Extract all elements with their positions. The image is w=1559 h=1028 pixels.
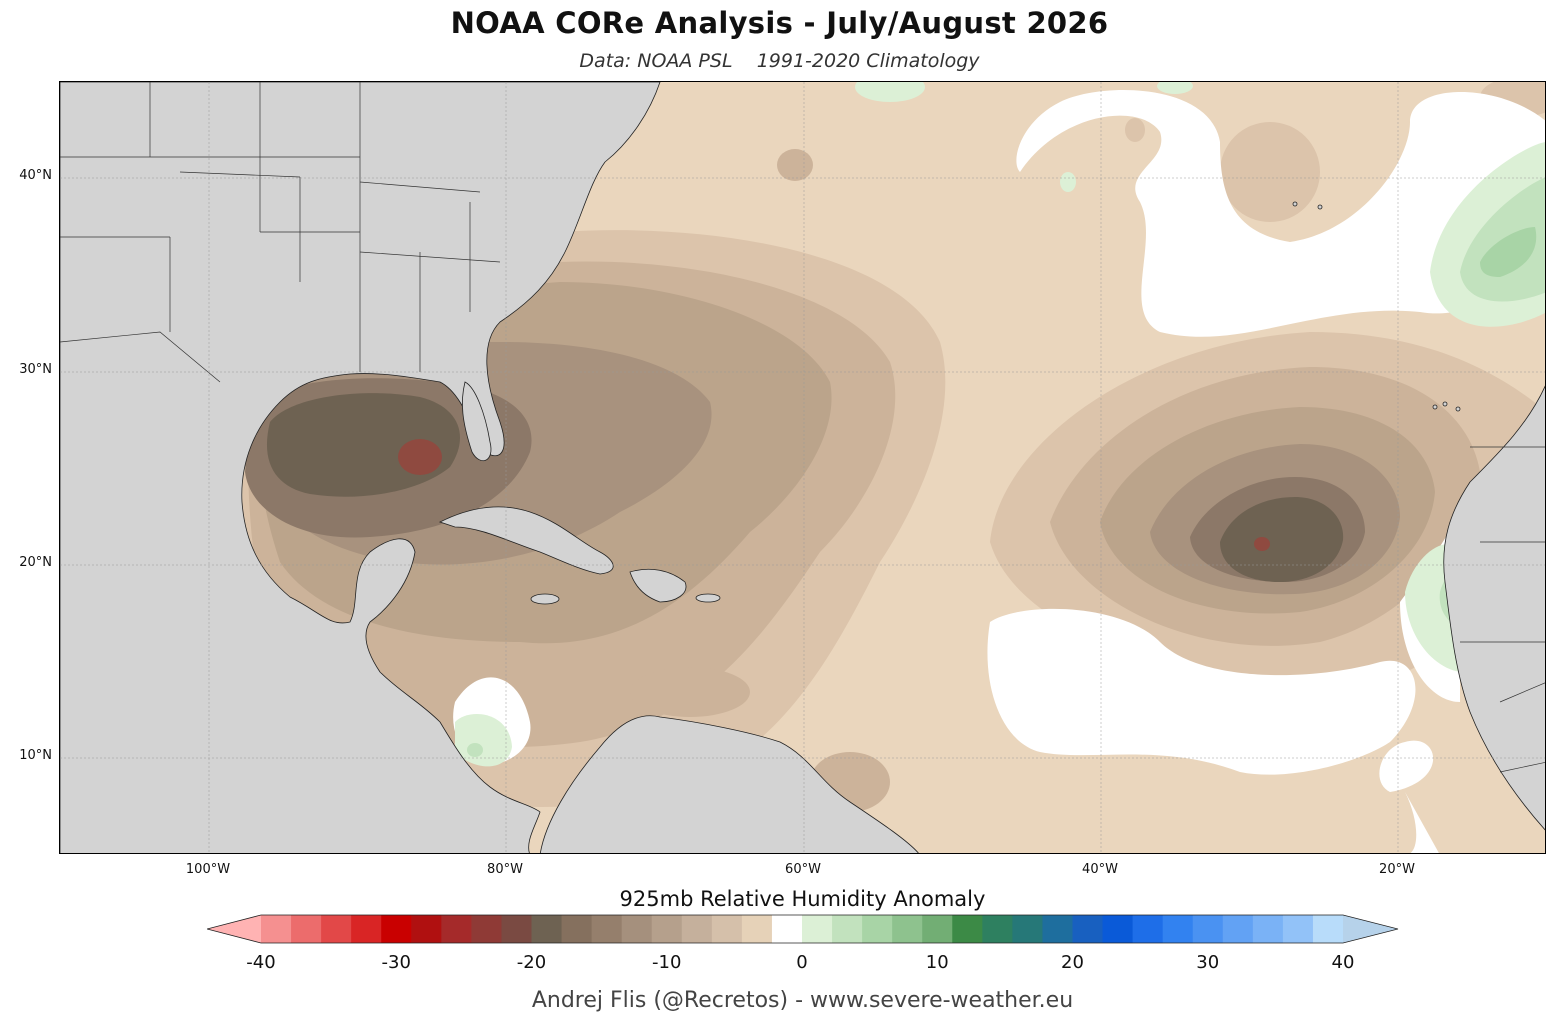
colorbar-swatch xyxy=(1252,915,1284,943)
colorbar-swatch xyxy=(471,915,502,943)
credit-line: Andrej Flis (@Recretos) - www.severe-wea… xyxy=(531,988,1074,1013)
colorbar-swatch xyxy=(681,915,713,943)
colorbar-swatch xyxy=(1072,915,1104,943)
colorbar-tick-label: 10 xyxy=(925,952,949,973)
colorbar-swatch xyxy=(351,915,382,943)
colorbar-swatch xyxy=(711,915,743,943)
colorbar-swatch xyxy=(531,915,563,943)
colorbar-swatch xyxy=(922,915,953,943)
moist-anomaly xyxy=(455,82,1545,767)
colorbar-swatch xyxy=(832,915,863,943)
graticule xyxy=(60,82,1545,853)
colorbar-swatch xyxy=(261,915,292,943)
colorbar-swatch xyxy=(441,915,472,943)
colorbar-swatch xyxy=(982,915,1013,943)
colorbar-swatch xyxy=(1192,915,1224,943)
colorbar-title: 925mb Relative Humidity Anomaly xyxy=(619,887,986,911)
map-canvas xyxy=(60,82,1545,853)
colorbar-swatch xyxy=(411,915,442,943)
colorbar-swatch xyxy=(892,915,923,943)
lat-label-10n: 10°N xyxy=(19,748,52,763)
colorbar-swatch xyxy=(561,915,593,943)
colorbar-swatch xyxy=(291,915,322,943)
lon-label-80w: 80°W xyxy=(487,862,523,877)
colorbar-tick-label: -40 xyxy=(246,952,276,973)
lon-label-60w: 60°W xyxy=(785,862,821,877)
colorbar-tick-label: 40 xyxy=(1331,952,1355,973)
lat-label-20n: 20°N xyxy=(19,555,52,570)
colorbar-swatch xyxy=(1312,915,1344,943)
colorbar-swatch xyxy=(862,915,893,943)
colorbar-swatch xyxy=(1132,915,1164,943)
colorbar xyxy=(207,914,1399,944)
colorbar-swatch xyxy=(501,915,532,943)
lat-label-40n: 40°N xyxy=(19,168,52,183)
colorbar-swatch xyxy=(1042,915,1073,943)
colorbar-tick-label: 20 xyxy=(1061,952,1084,973)
colorbar-tick-label: 30 xyxy=(1196,952,1220,973)
western-dry-anomaly xyxy=(238,230,946,807)
lon-label-40w: 40°W xyxy=(1082,862,1118,877)
lon-label-20w: 20°W xyxy=(1379,862,1415,877)
lon-label-100w: 100°W xyxy=(185,862,231,877)
colorbar-swatch xyxy=(952,915,983,943)
colorbar-tick-label: -20 xyxy=(516,952,547,973)
colorbar-swatch xyxy=(381,915,412,943)
political-borders xyxy=(60,82,1545,773)
colorbar-swatch xyxy=(1222,915,1254,943)
neutral-anomaly xyxy=(385,90,1545,853)
colorbar-swatch xyxy=(591,915,623,943)
colorbar-swatch xyxy=(771,915,803,943)
colorbar-swatch xyxy=(651,915,683,943)
colorbar-swatch xyxy=(741,915,773,943)
colorbar-extend-low xyxy=(207,915,261,943)
colorbar-swatch xyxy=(802,915,833,943)
colorbar-swatch xyxy=(1282,915,1314,943)
chart-title: NOAA CORe Analysis - July/August 2026 xyxy=(450,6,1109,40)
colorbar-swatch xyxy=(1102,915,1134,943)
colorbar-swatch xyxy=(1012,915,1043,943)
colorbar-extend-high xyxy=(1343,915,1398,943)
colorbar-tick-label: -30 xyxy=(381,952,411,973)
land-masses xyxy=(60,82,1545,853)
chart-subtitle: Data: NOAA PSL 1991-2020 Climatology xyxy=(579,50,980,72)
colorbar-swatch xyxy=(321,915,352,943)
colorbar-tick-label: 0 xyxy=(796,952,808,973)
map-panel xyxy=(59,81,1546,854)
colorbar-swatch xyxy=(1162,915,1194,943)
colorbar-swatch xyxy=(621,915,653,943)
colorbar-tick-label: -10 xyxy=(652,952,682,973)
lat-label-30n: 30°N xyxy=(19,362,52,377)
colorbar-outline xyxy=(207,914,1399,944)
